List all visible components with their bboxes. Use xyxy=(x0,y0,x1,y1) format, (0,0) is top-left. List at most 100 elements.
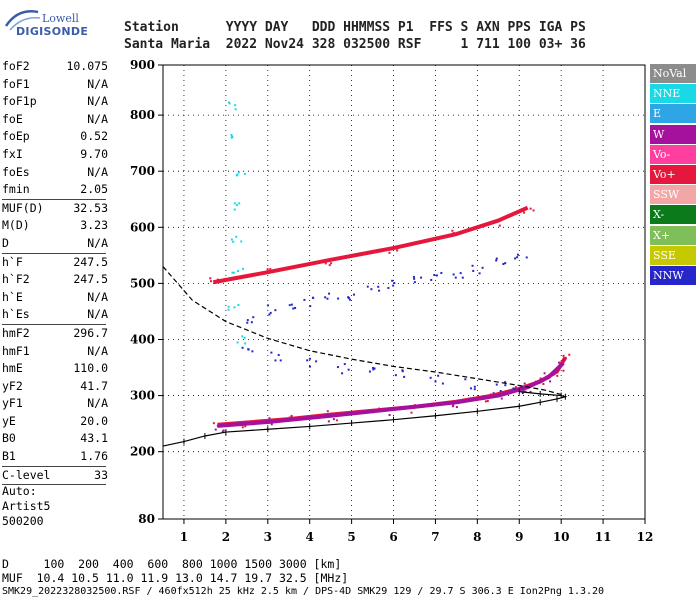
legend-item: E xyxy=(650,104,696,124)
echo-point xyxy=(403,375,406,378)
echo-point xyxy=(500,397,503,400)
echo-trace xyxy=(217,361,565,428)
echo-point xyxy=(352,293,355,296)
echo-point xyxy=(243,336,246,339)
legend-item: Vo- xyxy=(650,144,696,164)
echo-point xyxy=(429,376,432,379)
echo-point xyxy=(246,321,249,324)
echo-point xyxy=(370,288,373,291)
echo-point xyxy=(478,272,481,275)
param-value: N/A xyxy=(87,94,108,109)
echo-point xyxy=(212,422,215,425)
echo-point xyxy=(529,207,532,210)
auto-line: 500200 xyxy=(2,514,44,528)
param-name: foF1p xyxy=(2,94,37,109)
echo-point xyxy=(309,305,312,308)
echo-point xyxy=(221,430,224,433)
legend-item: NNE xyxy=(650,84,696,104)
echo-point xyxy=(532,209,535,212)
param-name: B1 xyxy=(2,449,16,464)
param-separator xyxy=(2,465,106,467)
echo-point xyxy=(420,276,423,279)
echo-point xyxy=(433,273,436,276)
param-name: foF1 xyxy=(2,76,30,91)
echo-point xyxy=(233,306,236,309)
param-value: 43.1 xyxy=(80,431,108,446)
echo-point xyxy=(514,257,517,260)
echo-point xyxy=(495,257,498,260)
param-value: 41.7 xyxy=(80,378,108,393)
echo-point xyxy=(504,262,507,265)
echo-point xyxy=(543,372,546,375)
echo-point xyxy=(394,408,397,411)
echo-point xyxy=(516,256,519,259)
param-separator xyxy=(2,484,106,486)
echo-point xyxy=(373,367,376,370)
legend-item: SSE xyxy=(650,245,696,265)
param-name: MUF(D) xyxy=(2,200,44,215)
legend-item: NNW xyxy=(650,265,696,285)
param-name: C-level xyxy=(2,467,51,482)
echo-point xyxy=(452,273,455,276)
param-name: foEp xyxy=(2,129,30,144)
echo-point xyxy=(240,240,243,243)
echo-point xyxy=(522,390,525,393)
echo-point xyxy=(452,232,455,235)
x-tick-label: 5 xyxy=(347,530,355,544)
echo-point xyxy=(336,366,339,369)
echo-point xyxy=(516,253,519,256)
echo-point xyxy=(312,296,315,299)
echo-point xyxy=(520,386,523,389)
echo-point xyxy=(524,390,527,393)
echo-point xyxy=(539,377,542,380)
echo-point xyxy=(233,202,236,205)
echo-point xyxy=(469,387,472,390)
echo-point xyxy=(455,406,458,409)
echo-point xyxy=(303,298,306,301)
legend-item: W xyxy=(650,124,696,144)
echo-point xyxy=(492,392,495,395)
echo-point xyxy=(237,270,240,273)
echo-point xyxy=(523,211,526,214)
echo-point xyxy=(268,313,271,316)
param-name: yF1 xyxy=(2,396,23,411)
echo-point xyxy=(328,292,331,295)
param-name: h`Es xyxy=(2,307,30,322)
echo-point xyxy=(306,359,309,362)
param-row: foF1p N/A xyxy=(0,93,112,111)
echo-point xyxy=(341,372,344,375)
echo-point xyxy=(387,286,390,289)
echo-point xyxy=(412,275,415,278)
y-tick-label: 900 xyxy=(130,58,155,72)
echo-point xyxy=(472,269,475,272)
param-name: D xyxy=(2,235,9,250)
echo-point xyxy=(388,413,391,416)
echo-point xyxy=(512,387,515,390)
echo-point xyxy=(269,311,272,314)
echo-point xyxy=(413,281,416,284)
echo-point xyxy=(274,309,277,312)
echo-point xyxy=(270,423,273,426)
echo-point xyxy=(328,264,331,267)
x-tick-label: 9 xyxy=(515,530,523,544)
echo-point xyxy=(244,342,247,345)
echo-point xyxy=(454,276,457,279)
echo-point xyxy=(250,321,253,324)
param-row: fxI 9.70 xyxy=(0,146,112,164)
legend-item: X- xyxy=(650,205,696,225)
echo-point xyxy=(378,289,381,292)
x-tick-label: 7 xyxy=(431,530,439,544)
autoscaling-info: Auto: Artist5 500200 xyxy=(2,484,50,529)
echo-point xyxy=(504,381,507,384)
y-tick-label: 700 xyxy=(130,164,155,178)
param-value: 10.075 xyxy=(66,59,108,73)
echo-point xyxy=(265,420,268,423)
echo-point xyxy=(267,271,270,274)
echo-point xyxy=(230,238,233,241)
echo-point xyxy=(243,172,246,175)
echo-point xyxy=(560,362,563,365)
echo-point xyxy=(558,361,561,364)
echo-point xyxy=(324,262,327,265)
param-name: yF2 xyxy=(2,378,23,393)
